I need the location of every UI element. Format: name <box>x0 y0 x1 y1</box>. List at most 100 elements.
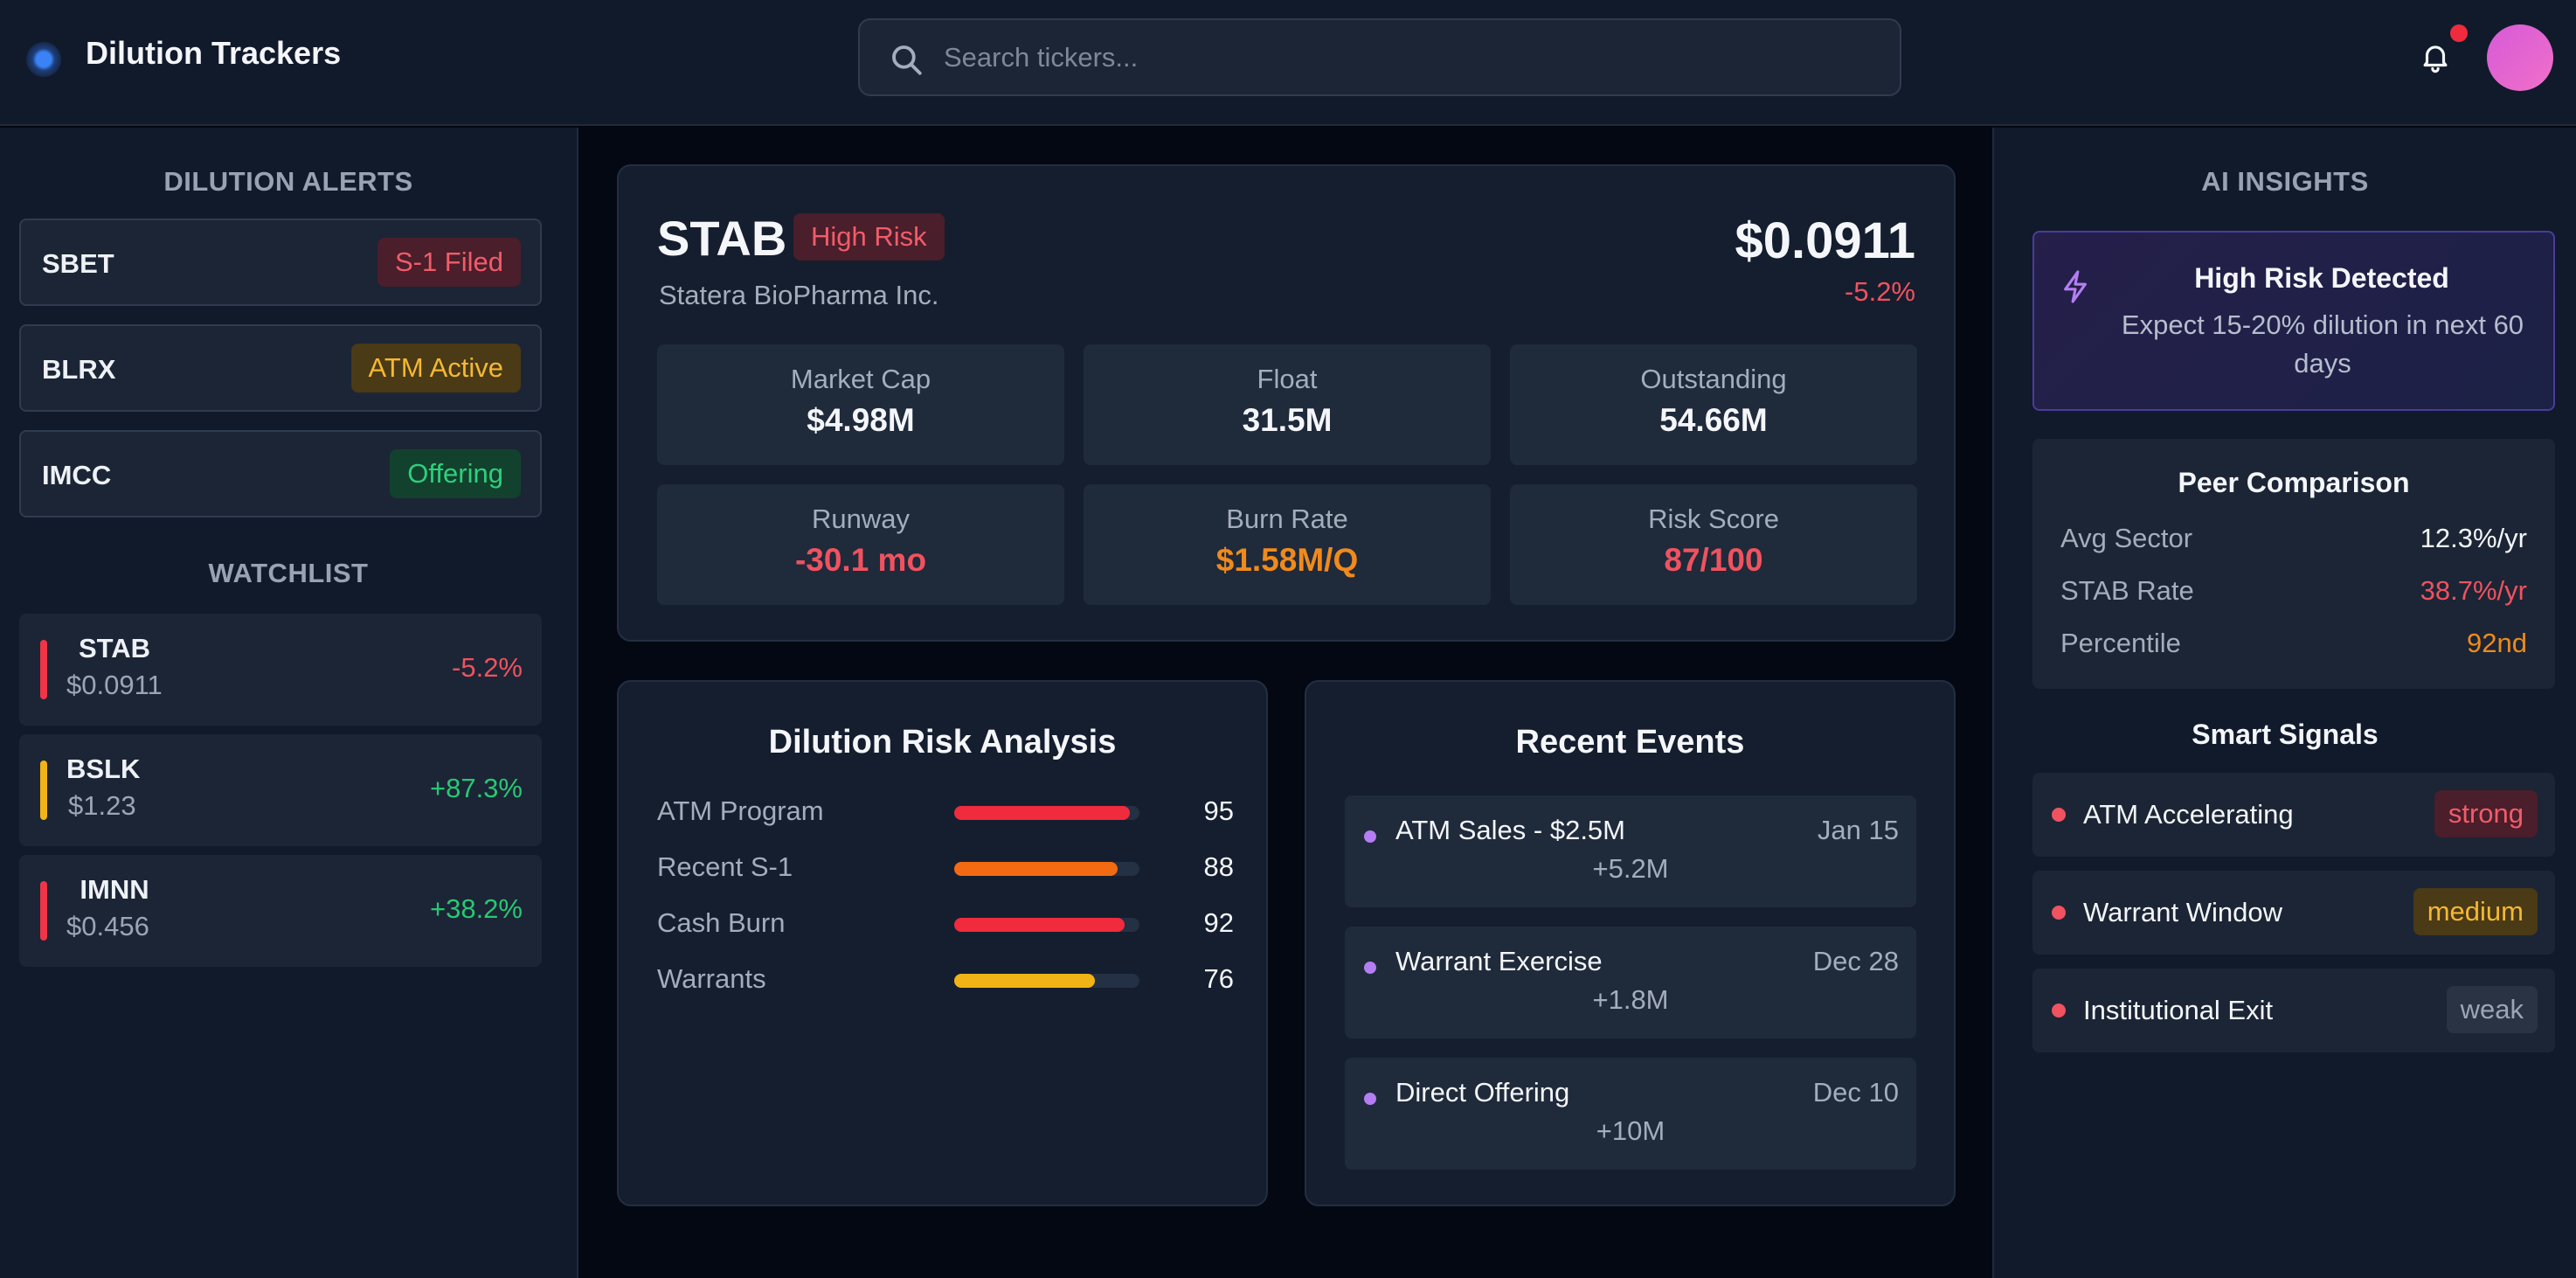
notification-badge <box>2450 24 2468 42</box>
event-dot <box>1364 830 1376 843</box>
signal-item[interactable]: ATM Accelerating strong <box>2032 773 2555 857</box>
alert-ticker: BLRX <box>42 354 116 385</box>
alert-ticker: SBET <box>42 248 114 279</box>
risk-row-warrants: Warrants 76 <box>657 960 1234 1002</box>
event-detail: +10M <box>1596 1115 1665 1146</box>
watch-change: +38.2% <box>429 893 523 924</box>
ai-insight-alert: High Risk Detected Expect 15-20% dilutio… <box>2032 231 2555 411</box>
watchlist-title: WATCHLIST <box>208 558 369 588</box>
metric-value: 87/100 <box>1664 542 1763 578</box>
alert-card-imcc[interactable]: IMCC Offering <box>19 430 542 517</box>
stock-price: $0.0911 <box>1735 212 1915 269</box>
risk-bar-fill <box>954 974 1096 988</box>
notification-bell-icon[interactable] <box>2419 38 2452 75</box>
event-item[interactable]: Warrant Exercise Dec 28 +1.8M <box>1345 927 1916 1038</box>
watch-price: $1.23 <box>68 790 136 821</box>
signal-label: Warrant Window <box>2083 897 2282 927</box>
stock-overview-card: STAB High Risk Statera BioPharma Inc. $0… <box>617 164 1956 642</box>
event-date: Dec 28 <box>1812 946 1899 976</box>
trend-indicator <box>40 640 47 699</box>
metric-label: Float <box>1257 364 1318 394</box>
risk-label: Recent S-1 <box>657 851 793 882</box>
event-detail: +5.2M <box>1592 853 1669 884</box>
top-bar: Dilution Trackers <box>0 0 2576 126</box>
risk-bar <box>954 974 1139 988</box>
recent-events-title: Recent Events <box>1515 724 1745 761</box>
metric-value: 31.5M <box>1242 402 1333 438</box>
risk-label: Cash Burn <box>657 907 786 938</box>
risk-row-s1: Recent S-1 88 <box>657 848 1234 890</box>
risk-analysis-card: Dilution Risk Analysis ATM Program 95 Re… <box>617 680 1268 1206</box>
event-item[interactable]: Direct Offering Dec 10 +10M <box>1345 1058 1916 1170</box>
risk-bar-fill <box>954 806 1131 820</box>
peer-label: Percentile <box>2060 628 2181 658</box>
event-date: Dec 10 <box>1812 1077 1899 1108</box>
risk-analysis-title: Dilution Risk Analysis <box>768 724 1117 761</box>
trend-indicator <box>40 761 47 820</box>
watch-ticker: STAB <box>78 633 151 663</box>
user-avatar[interactable] <box>2487 24 2553 91</box>
event-title: ATM Sales - $2.5M <box>1395 815 1626 845</box>
signal-dot <box>2052 1004 2066 1018</box>
recent-events-card: Recent Events ATM Sales - $2.5M Jan 15 +… <box>1305 680 1956 1206</box>
alerts-title: DILUTION ALERTS <box>163 166 413 197</box>
metric-market-cap: Market Cap $4.98M <box>657 344 1064 465</box>
watchlist-item-imnn[interactable]: IMNN $0.456 +38.2% <box>19 855 542 967</box>
alert-ticker: IMCC <box>42 460 112 490</box>
signal-item[interactable]: Institutional Exit weak <box>2032 969 2555 1052</box>
risk-score: 76 <box>1203 963 1234 994</box>
watchlist-item-stab[interactable]: STAB $0.0911 -5.2% <box>19 614 542 726</box>
alert-card-blrx[interactable]: BLRX ATM Active <box>19 324 542 412</box>
watch-change: -5.2% <box>452 652 523 683</box>
event-dot <box>1364 1093 1376 1105</box>
metric-runway: Runway -30.1 mo <box>657 484 1064 605</box>
peer-value: 38.7%/yr <box>2420 575 2527 606</box>
watch-ticker: BSLK <box>66 754 141 784</box>
search-box[interactable] <box>858 18 1901 96</box>
risk-score: 92 <box>1203 907 1234 938</box>
risk-bar <box>954 918 1139 932</box>
metric-risk-score: Risk Score 87/100 <box>1510 484 1917 605</box>
signal-item[interactable]: Warrant Window medium <box>2032 871 2555 955</box>
risk-bar <box>954 862 1139 876</box>
event-item[interactable]: ATM Sales - $2.5M Jan 15 +5.2M <box>1345 795 1916 907</box>
smart-signals-title: Smart Signals <box>2192 719 2379 750</box>
alert-card-sbet[interactable]: SBET S-1 Filed <box>19 219 542 306</box>
metric-value: 54.66M <box>1659 402 1768 438</box>
lightning-icon <box>2064 270 2087 303</box>
peer-value: 12.3%/yr <box>2420 523 2527 553</box>
company-name: Statera BioPharma Inc. <box>659 280 939 310</box>
risk-bar <box>954 806 1139 820</box>
risk-score: 88 <box>1203 851 1234 882</box>
peer-value: 92nd <box>2467 628 2527 658</box>
app-title: Dilution Trackers <box>86 35 342 71</box>
risk-row-atm: ATM Program 95 <box>657 792 1234 834</box>
metric-value: -30.1 mo <box>794 542 927 578</box>
watch-ticker: IMNN <box>80 874 149 905</box>
watchlist-item-bslk[interactable]: BSLK $1.23 +87.3% <box>19 734 542 846</box>
risk-level-badge: High Risk <box>793 213 945 260</box>
risk-row-cash-burn: Cash Burn 92 <box>657 904 1234 946</box>
peer-comparison-panel: Peer Comparison Avg Sector 12.3%/yr STAB… <box>2032 439 2555 689</box>
metric-label: Runway <box>812 504 910 534</box>
search-icon <box>892 45 922 75</box>
signal-dot <box>2052 906 2066 920</box>
signal-label: Institutional Exit <box>2083 995 2274 1025</box>
signal-strength-badge: medium <box>2413 888 2538 935</box>
alert-badge: S-1 Filed <box>377 238 521 287</box>
peer-label: STAB Rate <box>2060 575 2194 606</box>
metric-value: $1.58M/Q <box>1215 542 1359 578</box>
metric-label: Risk Score <box>1648 504 1779 534</box>
metric-value: $4.98M <box>807 402 915 438</box>
trend-indicator <box>40 881 47 941</box>
risk-score: 95 <box>1203 795 1234 826</box>
signal-label: ATM Accelerating <box>2083 799 2294 830</box>
right-sidebar: AI INSIGHTS High Risk Detected Expect 15… <box>1992 128 2576 1278</box>
event-title: Warrant Exercise <box>1395 946 1603 976</box>
risk-bar-fill <box>954 862 1118 876</box>
risk-label: ATM Program <box>657 795 824 826</box>
alert-badge: ATM Active <box>350 344 521 392</box>
stock-change: -5.2% <box>1845 276 1915 307</box>
signal-strength-badge: strong <box>2434 790 2538 837</box>
search-input[interactable] <box>944 20 1870 94</box>
